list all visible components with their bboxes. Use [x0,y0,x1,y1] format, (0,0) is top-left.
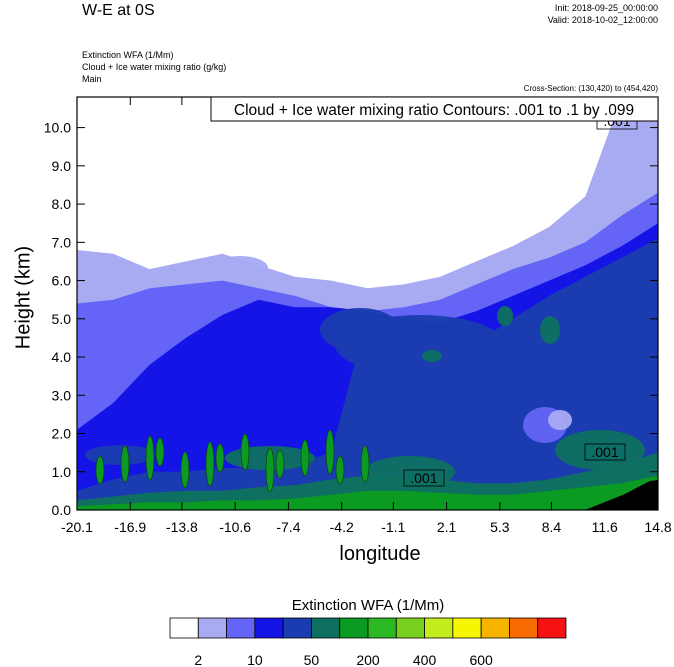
plume-10 [275,449,285,479]
plume-12 [325,429,335,475]
contour-value-label-2: .001 [591,444,618,460]
contour-info-label: Cloud + Ice water mixing ratio Contours:… [234,102,634,119]
y-tick-label: 6.0 [52,273,72,289]
contour-value-label-1: .001 [410,470,437,486]
plume-5 [180,451,190,489]
x-tick-label: -20.1 [61,519,93,535]
contour-value-box-2 [584,443,626,461]
contour-blob-1 [146,201,190,229]
contour-blob-7 [497,306,513,326]
contour-blob-6 [422,350,442,362]
contour-blob-2 [212,256,268,280]
contour-blob-5 [320,308,400,352]
colorbar-swatch [424,617,454,639]
contour-blob-3 [505,113,585,157]
colorbar-title: Extinction WFA (1/Mm) [291,597,445,614]
colorbar-swatch [339,617,369,639]
field-name-main: Main [82,74,102,84]
colorbar-label: 400 [413,652,437,667]
y-tick-label: 4.0 [52,349,72,365]
x-tick-label: -1.1 [381,519,405,535]
extinction-layer-6 [77,475,658,510]
x-tick-label: -7.4 [276,519,300,535]
colorbar-label: 200 [356,652,380,667]
colorbar: 2 10 50 200 400 600 [169,617,567,667]
x-tick-label: 8.4 [542,519,562,535]
contour-blob-9 [85,445,155,465]
field-name-mixing-ratio: Cloud + Ice water mixing ratio (g/kg) [82,62,227,72]
contour-blob-8 [540,316,560,344]
colorbar-swatch [311,617,341,639]
colorbar-swatch [226,617,256,639]
plume-6 [205,441,215,487]
x-tick-label: 14.8 [644,519,671,535]
colorbar-label: 2 [194,652,202,667]
y-tick-label: 2.0 [52,426,72,442]
x-tick-label: -4.2 [330,519,354,535]
field-name-extinction: Extinction WFA (1/Mm) [82,50,174,60]
y-tick-label: 0.0 [52,502,72,518]
plume-9 [265,447,275,493]
y-tick-label: 1.0 [52,464,72,480]
colorbar-swatch [537,617,567,639]
y-tick-label: 3.0 [52,387,72,403]
plume-13 [335,455,345,485]
y-axis-ticks: 0.0 1.0 2.0 3.0 4.0 5.0 6.0 7.0 8.0 9.0 10.0 [44,120,658,518]
x-tick-label: -13.8 [166,519,198,535]
contour-value-box-1 [403,469,445,487]
plot-area: .001.001.001 [77,97,658,510]
plume-1 [95,455,105,485]
extinction-layer-4 [77,238,658,510]
terrain [585,480,658,510]
y-tick-label: 5.0 [52,311,72,327]
x-tick-label: 5.3 [490,519,510,535]
plume-2 [120,445,130,483]
contour-decorations: .001.001.001 [85,112,658,510]
colorbar-swatch [509,617,539,639]
colorbar-swatch [254,617,284,639]
valid-time: Valid: 2018-10-02_12:00:00 [547,15,658,25]
x-axis-label: longitude [339,543,421,565]
colorbar-label: 50 [304,652,320,667]
plume-4 [155,437,165,467]
x-tick-label: -16.9 [114,519,146,535]
y-tick-label: 7.0 [52,234,72,250]
x-tick-label: 2.1 [437,519,457,535]
y-tick-label: 9.0 [52,158,72,174]
contour-info-box [210,96,659,122]
colorbar-swatch [480,617,510,639]
colorbar-swatch [197,617,227,639]
cross-section-label: Cross-Section: (130,420) to (454,420) [523,84,658,93]
colorbar-swatch [367,617,397,639]
init-time: Init: 2018-09-25_00:00:00 [554,3,658,13]
y-tick-label: 8.0 [52,196,72,212]
plume-11 [300,439,310,477]
chart-title: W-E at 0S [82,2,155,19]
init-valid-times: Init: 2018-09-25_00:00:00 Valid: 2018-10… [548,2,658,26]
plume-7 [215,443,225,473]
plume-8 [240,433,250,471]
x-tick-label: 11.6 [592,519,618,535]
colorbar-swatch [169,617,199,639]
colorbar-label: 10 [247,652,263,667]
contour-blob-11 [365,456,455,488]
colorbar-swatch [282,617,312,639]
y-tick-label: 10.0 [44,120,71,136]
contour-blob-14 [548,410,572,430]
x-tick-label: -10.6 [219,519,251,535]
plume-14 [360,445,370,483]
colorbar-swatch [395,617,425,639]
colorbar-swatch [452,617,482,639]
colorbar-label: 600 [469,652,493,667]
plume-3 [145,435,155,481]
